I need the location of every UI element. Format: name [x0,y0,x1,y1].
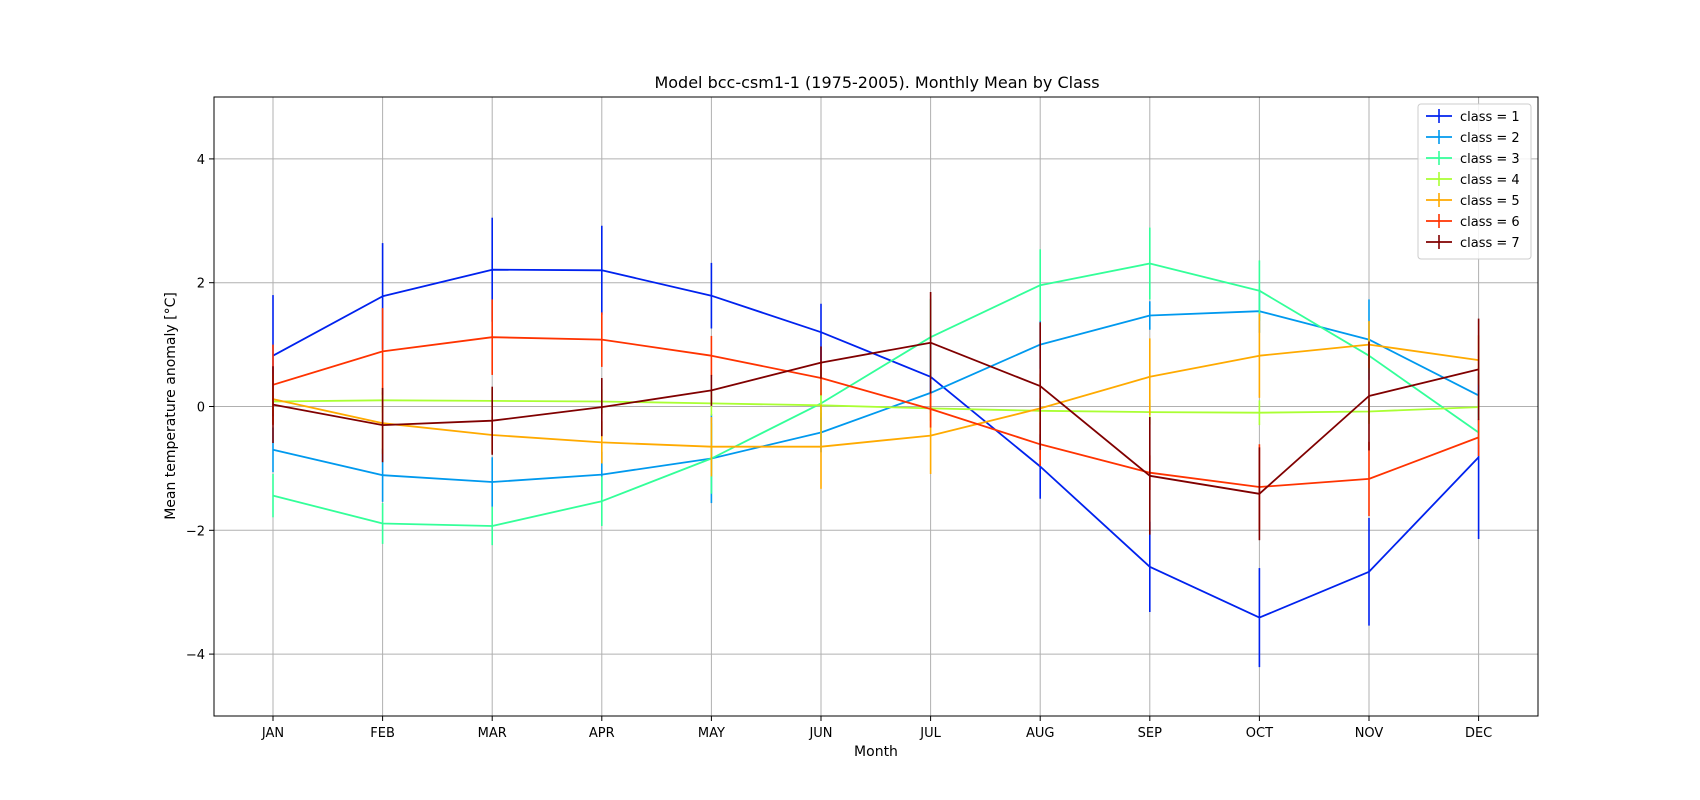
series-line [272,262,1480,527]
series-line [272,341,1479,495]
series-line [272,343,1479,448]
legend-entry: class = 5 [1426,193,1520,209]
series-line [272,399,1479,414]
legend-entry: class = 1 [1426,109,1520,125]
y-tick-label: 4 [197,153,205,168]
x-tick-label: MAR [478,726,507,741]
series-class-7 [272,291,1480,541]
y-tick-label: 0 [197,401,205,416]
legend-entry: class = 7 [1426,235,1520,251]
chart-title: Model bcc-csm1-1 (1975-2005). Monthly Me… [654,73,1099,92]
y-tick-label: −4 [186,648,205,663]
legend-label: class = 7 [1460,236,1520,251]
series-line [272,310,1480,483]
legend-entry: class = 6 [1426,214,1520,230]
legend-entry: class = 4 [1426,172,1520,188]
legend-label: class = 3 [1460,152,1520,167]
x-tick-label: OCT [1246,726,1273,741]
x-tick-label: JUN [808,726,832,741]
legend-entry: class = 2 [1426,130,1520,146]
legend: class = 1 class = 2 class = 3 class = 4 clas… [1417,103,1532,260]
x-tick-label: APR [589,726,615,741]
legend-label: class = 1 [1460,110,1520,125]
x-tick-label: MAY [698,726,725,741]
series-group [272,217,1480,668]
y-tick-label: −2 [186,524,205,539]
x-tick-label: SEP [1138,726,1162,741]
x-tick-label: NOV [1355,726,1384,741]
series-line [272,268,1480,619]
y-tick-label: 2 [197,277,205,292]
x-tick-label: AUG [1026,726,1054,741]
legend-label: class = 4 [1460,173,1520,188]
x-tick-label: DEC [1465,726,1492,741]
x-axis-label: Month [854,744,898,760]
x-tick-label: FEB [370,726,395,741]
legend-label: class = 6 [1460,215,1520,230]
legend-entry: class = 3 [1426,151,1520,167]
x-tick-label: JAN [261,726,284,741]
axis-ticks: JAN FEB MAR APR MAY JUN JUL AUG SEP OCT NOV DEC 4 2 0 −… [186,153,1492,741]
legend-label: class = 2 [1460,131,1520,146]
y-axis-label: Mean temperature anomaly [°C] [163,292,179,520]
legend-label: class = 5 [1460,194,1520,209]
series-line [272,336,1479,488]
x-tick-label: JUL [919,726,941,741]
